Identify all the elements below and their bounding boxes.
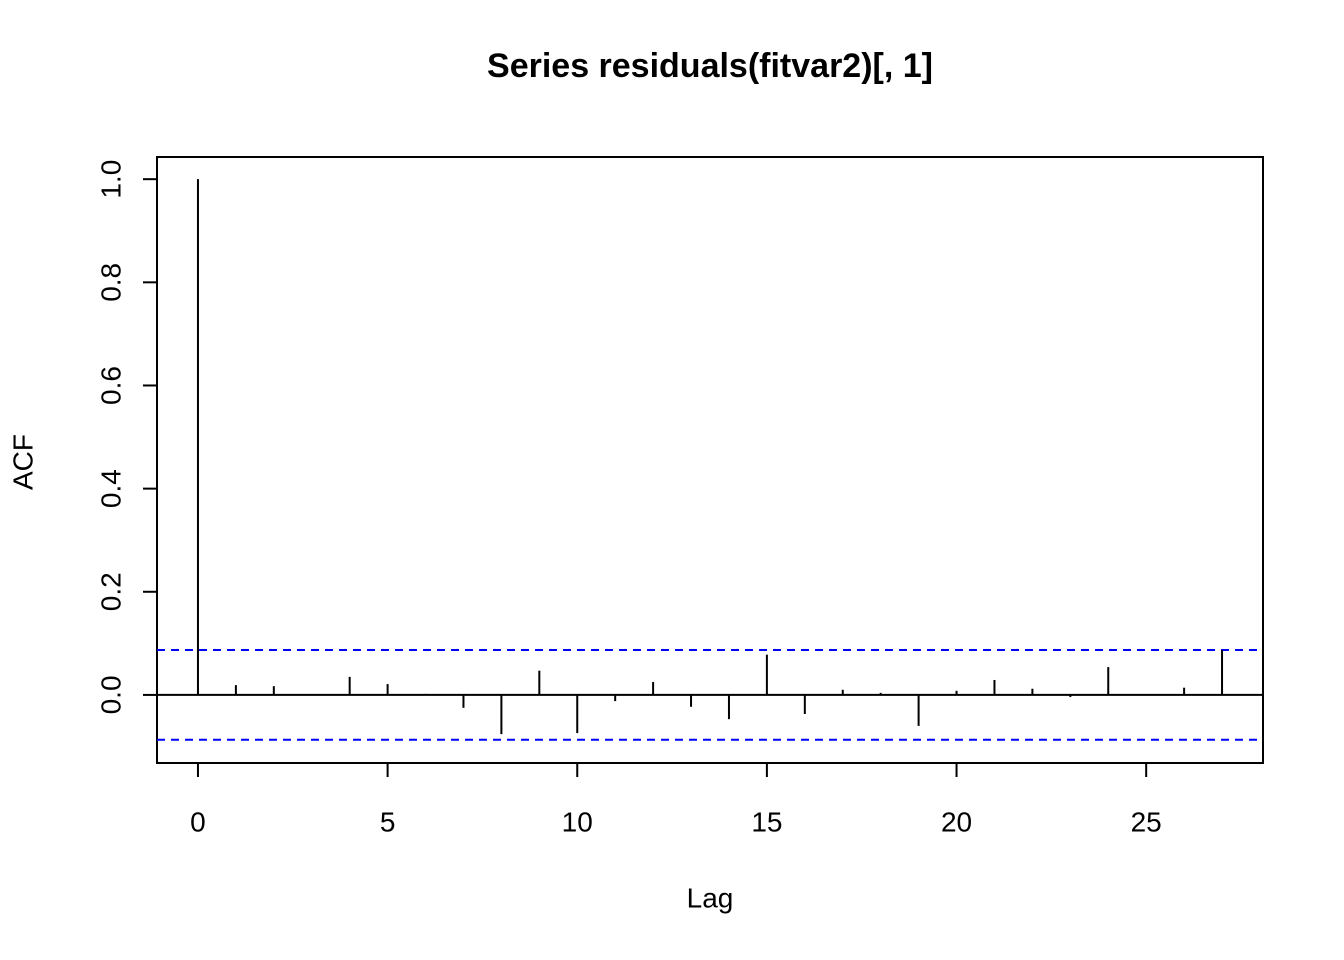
x-tick-label: 20 <box>941 806 972 837</box>
x-tick-label: 5 <box>380 806 396 837</box>
y-tick-label: 0.0 <box>95 675 126 714</box>
y-tick-label: 0.6 <box>95 366 126 405</box>
chart-title: Series residuals(fitvar2)[, 1] <box>487 47 933 85</box>
x-tick-label: 15 <box>751 806 782 837</box>
y-axis-label: ACF <box>7 434 38 490</box>
y-tick-label: 0.2 <box>95 572 126 611</box>
y-tick-label: 1.0 <box>95 160 126 199</box>
x-axis-label: Lag <box>687 882 734 913</box>
x-tick-label: 10 <box>562 806 593 837</box>
x-tick-label: 25 <box>1131 806 1162 837</box>
plot-frame <box>156 156 1264 764</box>
y-tick-label: 0.4 <box>95 469 126 508</box>
y-tick-label: 0.8 <box>95 263 126 302</box>
x-tick-label: 0 <box>190 806 206 837</box>
